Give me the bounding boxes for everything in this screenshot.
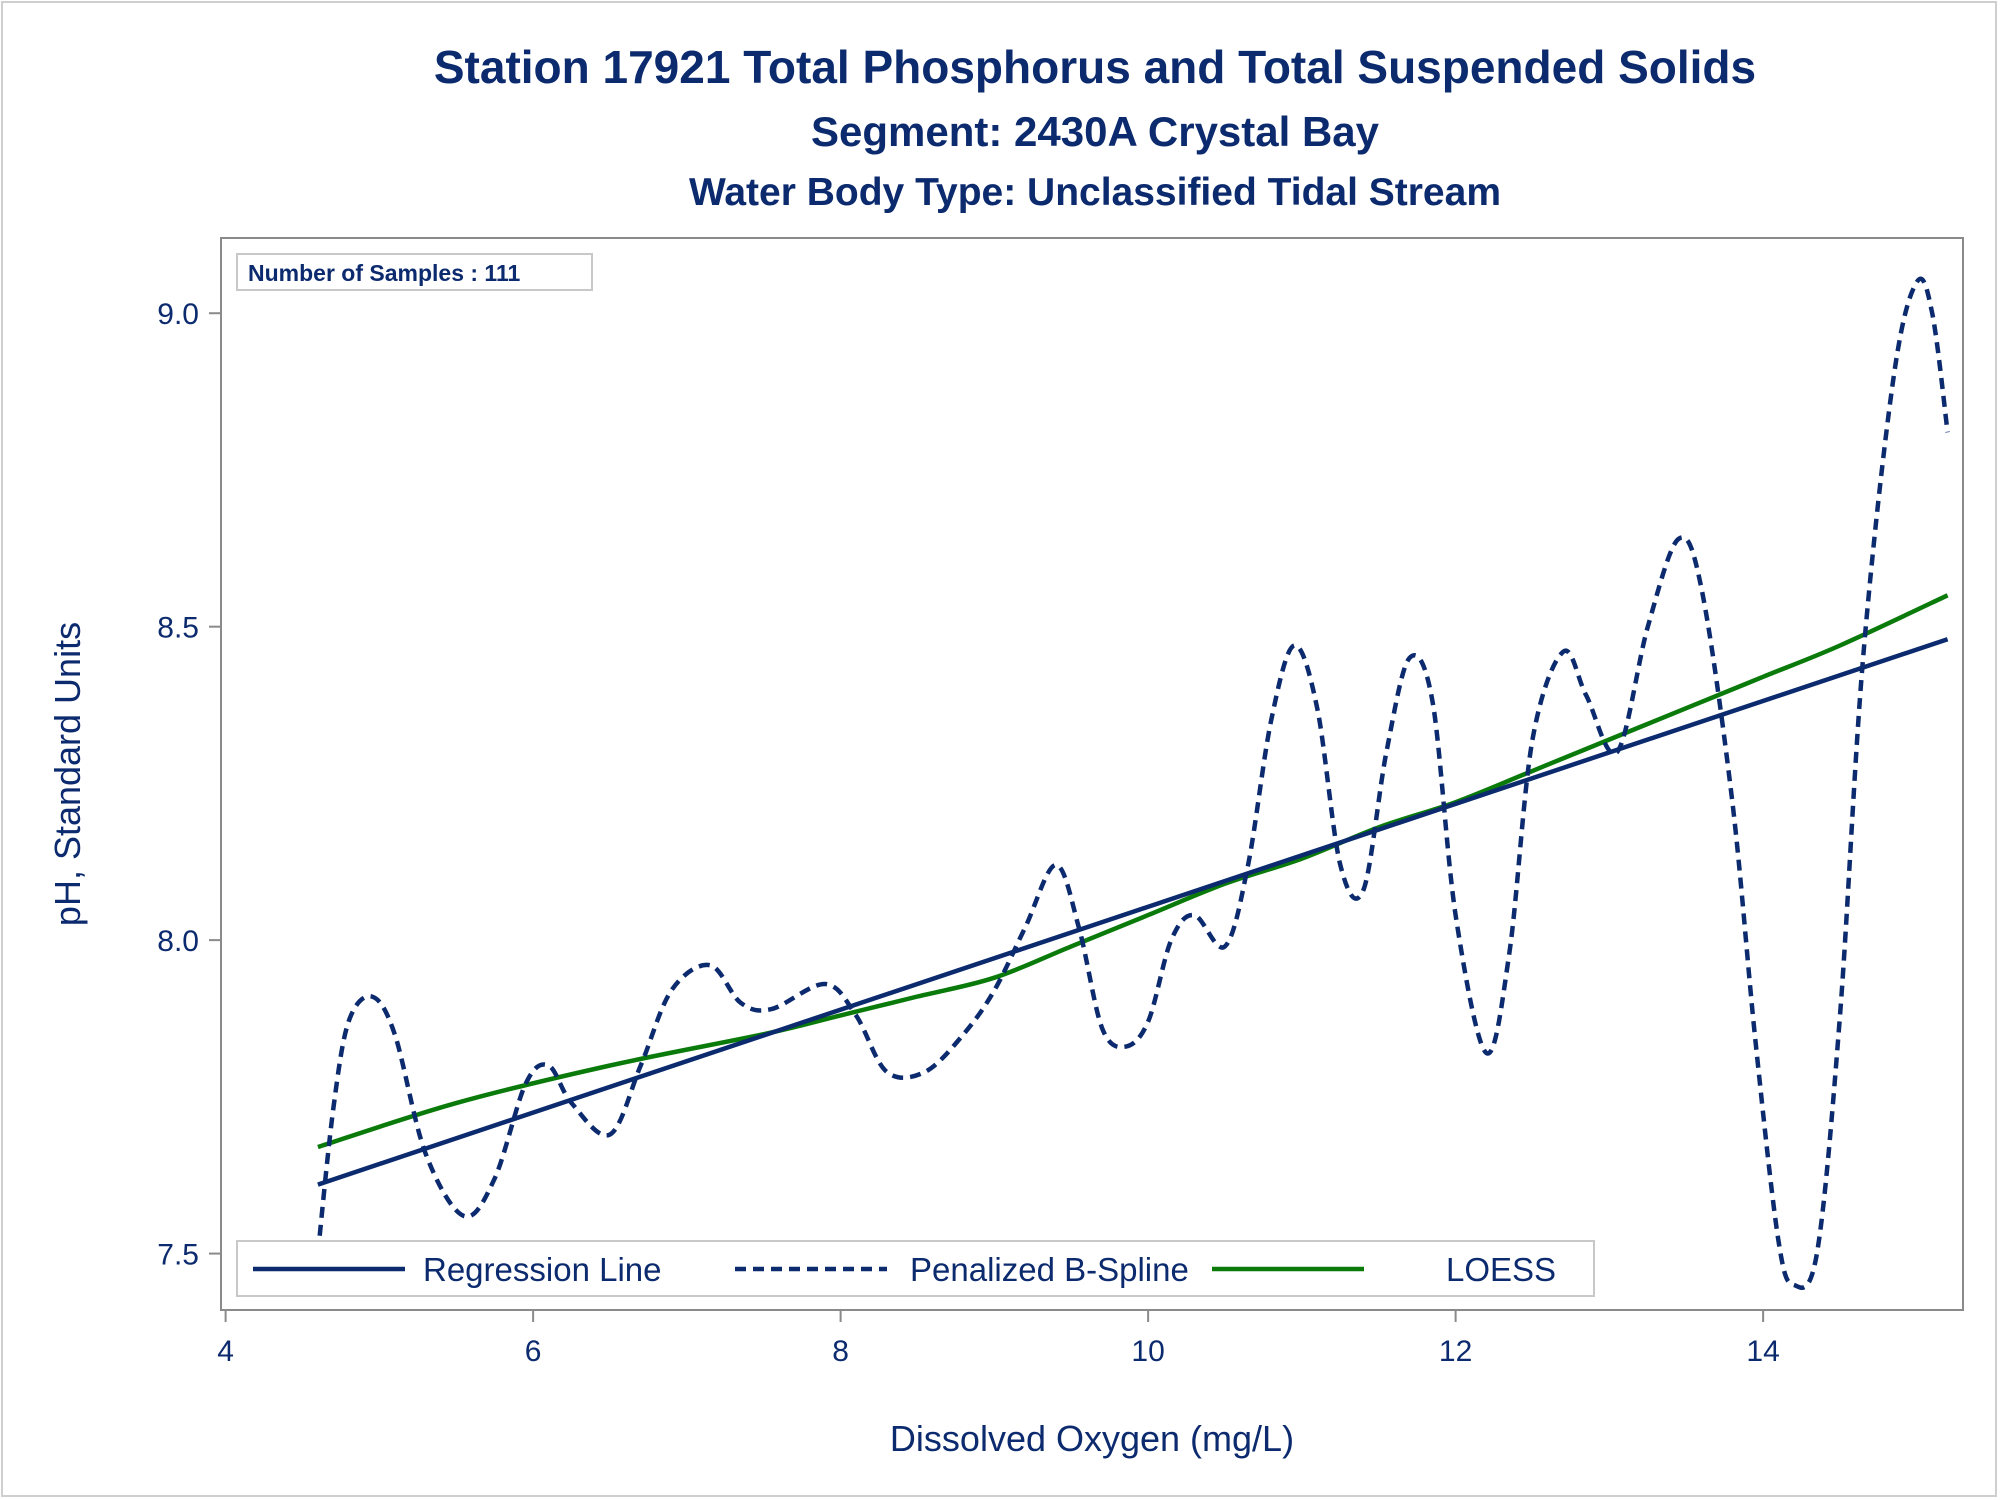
x-tick-label: 8: [832, 1335, 849, 1368]
sample-count-frame: [236, 253, 593, 291]
chart-subtitle: Segment: 2430A Crystal Bay: [811, 108, 1380, 155]
y-axis-label: pH, Standard Units: [47, 622, 88, 926]
x-axis-label: Dissolved Oxygen (mg/L): [890, 1418, 1294, 1459]
x-tick-label: 6: [525, 1335, 542, 1368]
x-tick-label: 10: [1131, 1335, 1164, 1368]
y-tick-label: 8.5: [157, 612, 199, 645]
sample-count-text: Number of Samples : 111: [248, 260, 520, 286]
x-tick-label: 14: [1746, 1335, 1779, 1368]
legend-penalized-bspline-label: Penalized B-Spline: [910, 1251, 1189, 1288]
axis-ticks: 4 6 8 10 12 14 7.5 8.0 8.5 9.0: [157, 298, 1780, 1368]
chart-subtitle2: Water Body Type: Unclassified Tidal Stre…: [689, 171, 1501, 214]
penalized-bspline-line: [315, 276, 1950, 1290]
x-tick-label: 12: [1439, 1335, 1472, 1368]
legend: Regression Line Penalized B-Spline LOESS: [236, 1240, 1595, 1297]
series-group: [315, 276, 1950, 1290]
chart-title: Station 17921 Total Phosphorus and Total…: [434, 41, 1756, 93]
loess-line: [317, 593, 1949, 1150]
plot-area: [220, 237, 1964, 1311]
x-tick-label: 4: [217, 1335, 234, 1368]
sample-count-box: Number of Samples : 111: [236, 253, 593, 291]
y-tick-label: 7.5: [157, 1239, 199, 1272]
legend-regression-label: Regression Line: [423, 1251, 661, 1288]
legend-loess-label: LOESS: [1446, 1251, 1556, 1288]
y-tick-label: 9.0: [157, 298, 199, 331]
legend-frame: [236, 1240, 1595, 1297]
regression-line: [317, 637, 1949, 1187]
y-tick-label: 8.0: [157, 925, 199, 958]
